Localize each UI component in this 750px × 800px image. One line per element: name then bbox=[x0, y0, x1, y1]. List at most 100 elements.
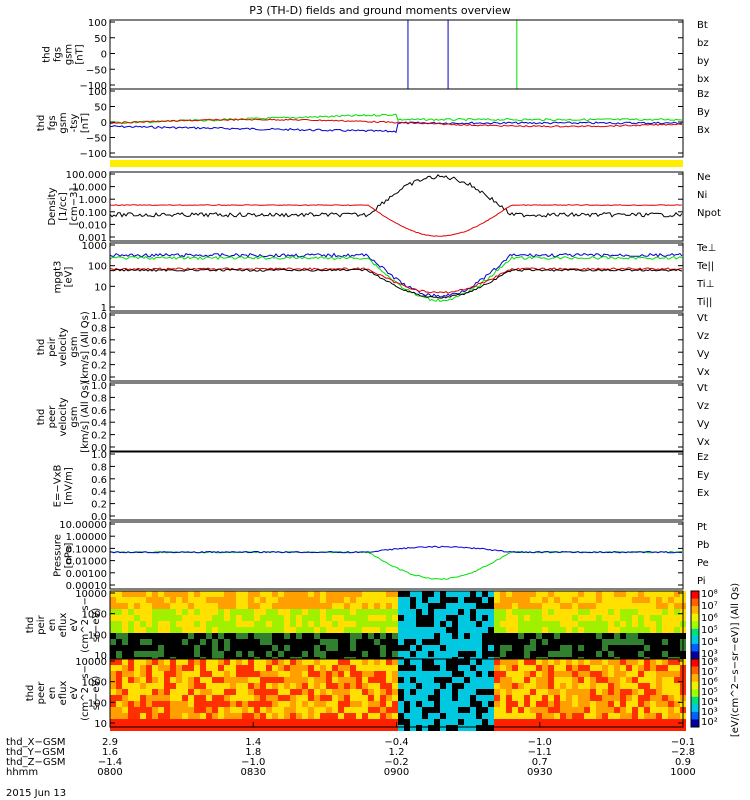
spectro-cell bbox=[524, 671, 530, 677]
spectro-cell bbox=[356, 683, 362, 689]
spectro-cell bbox=[572, 621, 578, 627]
spectro-cell bbox=[116, 621, 122, 627]
colorbar-tick: 10³ bbox=[701, 649, 718, 660]
spectro-cell bbox=[572, 609, 578, 615]
spectro-cell bbox=[368, 689, 374, 695]
spectro-cell bbox=[500, 609, 506, 615]
spectro-cell bbox=[248, 707, 254, 713]
spectro-cell bbox=[434, 659, 440, 665]
spectro-cell bbox=[146, 645, 152, 651]
spectro-cell bbox=[410, 591, 416, 597]
spectro-cell bbox=[668, 671, 674, 677]
spectro-cell bbox=[218, 621, 224, 627]
colorbar-label-text: [eV/(cm^2−s−sr−eV)] (All Qs) bbox=[730, 583, 741, 737]
spectro-cell bbox=[182, 609, 188, 615]
spectro-cell bbox=[488, 609, 494, 615]
spectro-cell bbox=[182, 651, 188, 657]
spectro-cell bbox=[446, 665, 452, 671]
spectro-cell bbox=[128, 651, 134, 657]
spectro-cell bbox=[620, 597, 626, 603]
spectro-cell bbox=[638, 591, 644, 597]
spectro-cell bbox=[398, 695, 404, 701]
spectro-cell bbox=[260, 695, 266, 701]
spectro-cell bbox=[134, 689, 140, 695]
spectro-cell bbox=[266, 639, 272, 645]
spectro-cell bbox=[206, 713, 212, 719]
spectro-cell bbox=[596, 683, 602, 689]
spectro-cell bbox=[362, 701, 368, 707]
spectro-cell bbox=[194, 621, 200, 627]
spectro-cell bbox=[422, 677, 428, 683]
spectro-cell bbox=[212, 671, 218, 677]
ytick-label: 100 bbox=[88, 18, 107, 29]
spectro-cell bbox=[266, 591, 272, 597]
spectro-cell bbox=[164, 639, 170, 645]
spectro-cell bbox=[224, 621, 230, 627]
spectro-cell bbox=[332, 683, 338, 689]
spectro-cell bbox=[254, 651, 260, 657]
spectro-cell bbox=[572, 651, 578, 657]
spectro-cell bbox=[248, 659, 254, 665]
spectro-cell bbox=[206, 701, 212, 707]
spectro-cell bbox=[374, 695, 380, 701]
spectro-cell bbox=[524, 639, 530, 645]
spectro-cell bbox=[530, 665, 536, 671]
spectro-cell bbox=[290, 677, 296, 683]
spectro-cell bbox=[140, 597, 146, 603]
spectro-cell bbox=[440, 621, 446, 627]
spectro-cell bbox=[542, 609, 548, 615]
spectro-cell bbox=[374, 659, 380, 665]
spectro-cell bbox=[350, 689, 356, 695]
spectro-cell bbox=[434, 713, 440, 719]
spectro-cell bbox=[302, 621, 308, 627]
spectro-cell bbox=[320, 695, 326, 701]
ylabel: mpgt3 [eV] bbox=[53, 261, 75, 294]
spectro-cell bbox=[296, 677, 302, 683]
spectro-cell bbox=[380, 695, 386, 701]
spectro-cell bbox=[458, 603, 464, 609]
spectro-cell bbox=[350, 719, 356, 725]
spectro-cell bbox=[470, 659, 476, 665]
spectro-cell bbox=[242, 621, 248, 627]
spectro-cell bbox=[236, 677, 242, 683]
spectro-cell bbox=[470, 615, 476, 621]
spectro-cell bbox=[524, 683, 530, 689]
spectro-cell bbox=[530, 707, 536, 713]
spectro-cell bbox=[380, 659, 386, 665]
spectro-cell bbox=[230, 701, 236, 707]
spectro-cell bbox=[176, 707, 182, 713]
spectro-cell bbox=[440, 627, 446, 633]
spectro-cell bbox=[656, 713, 662, 719]
spectro-cell bbox=[602, 707, 608, 713]
spectro-cell bbox=[674, 719, 680, 725]
xtick-label: −1.1 bbox=[528, 747, 552, 758]
spectro-cell bbox=[446, 615, 452, 621]
spectro-cell bbox=[218, 665, 224, 671]
spectro-cell bbox=[356, 707, 362, 713]
spectro-cell bbox=[170, 677, 176, 683]
colorbar-swatch bbox=[691, 681, 699, 690]
ytick-label: 0.00100 bbox=[66, 569, 107, 580]
spectro-cell bbox=[260, 701, 266, 707]
spectro-cell bbox=[638, 695, 644, 701]
spectro-cell bbox=[314, 677, 320, 683]
spectro-cell bbox=[608, 701, 614, 707]
spectro-cell bbox=[410, 683, 416, 689]
spectro-cell bbox=[440, 671, 446, 677]
spectro-cell bbox=[236, 701, 242, 707]
spectro-cell bbox=[218, 603, 224, 609]
spectro-cell bbox=[470, 603, 476, 609]
spectro-cell bbox=[440, 609, 446, 615]
spectro-cell bbox=[344, 651, 350, 657]
spectro-cell bbox=[398, 671, 404, 677]
spectro-cell bbox=[272, 659, 278, 665]
ylabel-line: [nT] bbox=[75, 44, 86, 64]
spectro-cell bbox=[488, 621, 494, 627]
spectro-cell bbox=[212, 615, 218, 621]
spectro-cell bbox=[164, 603, 170, 609]
spectro-cell bbox=[662, 597, 668, 603]
colorbar-swatch bbox=[691, 628, 699, 637]
spectro-cell bbox=[284, 701, 290, 707]
spectro-cell bbox=[470, 651, 476, 657]
spectro-cell bbox=[152, 689, 158, 695]
